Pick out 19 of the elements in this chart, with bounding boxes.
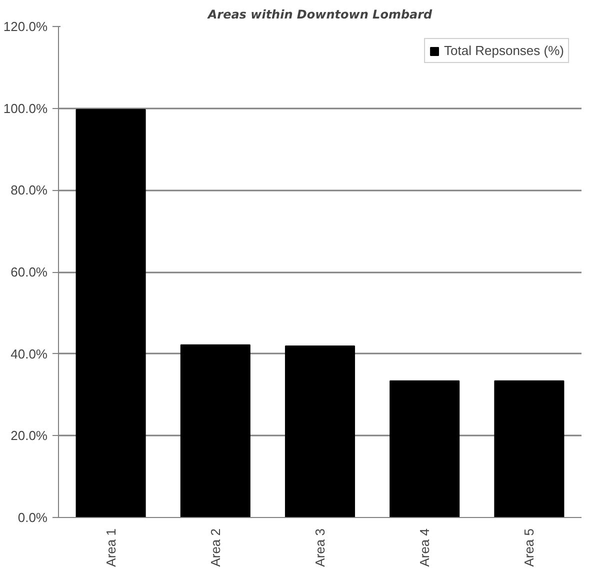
- bar: [180, 344, 250, 518]
- legend-label: Total Repsonses (%): [444, 43, 564, 58]
- bar: [494, 380, 564, 518]
- y-tick-label: 40.0%: [10, 346, 48, 362]
- x-tick-label: Area 3: [312, 528, 328, 567]
- bar: [76, 109, 146, 518]
- x-tick-label: Area 5: [522, 528, 537, 567]
- bar: [284, 346, 356, 518]
- x-tick-label: Area 2: [208, 528, 223, 567]
- chart-title: Areas within Downtown Lombard: [206, 8, 433, 22]
- y-tick-label: 0.0%: [18, 510, 48, 525]
- x-tick-label: Area 4: [417, 528, 432, 567]
- x-tick-label: Area 1: [103, 528, 118, 567]
- y-tick-label: 60.0%: [10, 264, 48, 280]
- y-tick-label: 120.0%: [3, 19, 48, 34]
- bar: [390, 380, 460, 518]
- y-tick-label: 100.0%: [3, 100, 48, 116]
- y-tick-label: 80.0%: [10, 182, 48, 198]
- y-tick-label: 20.0%: [10, 428, 48, 444]
